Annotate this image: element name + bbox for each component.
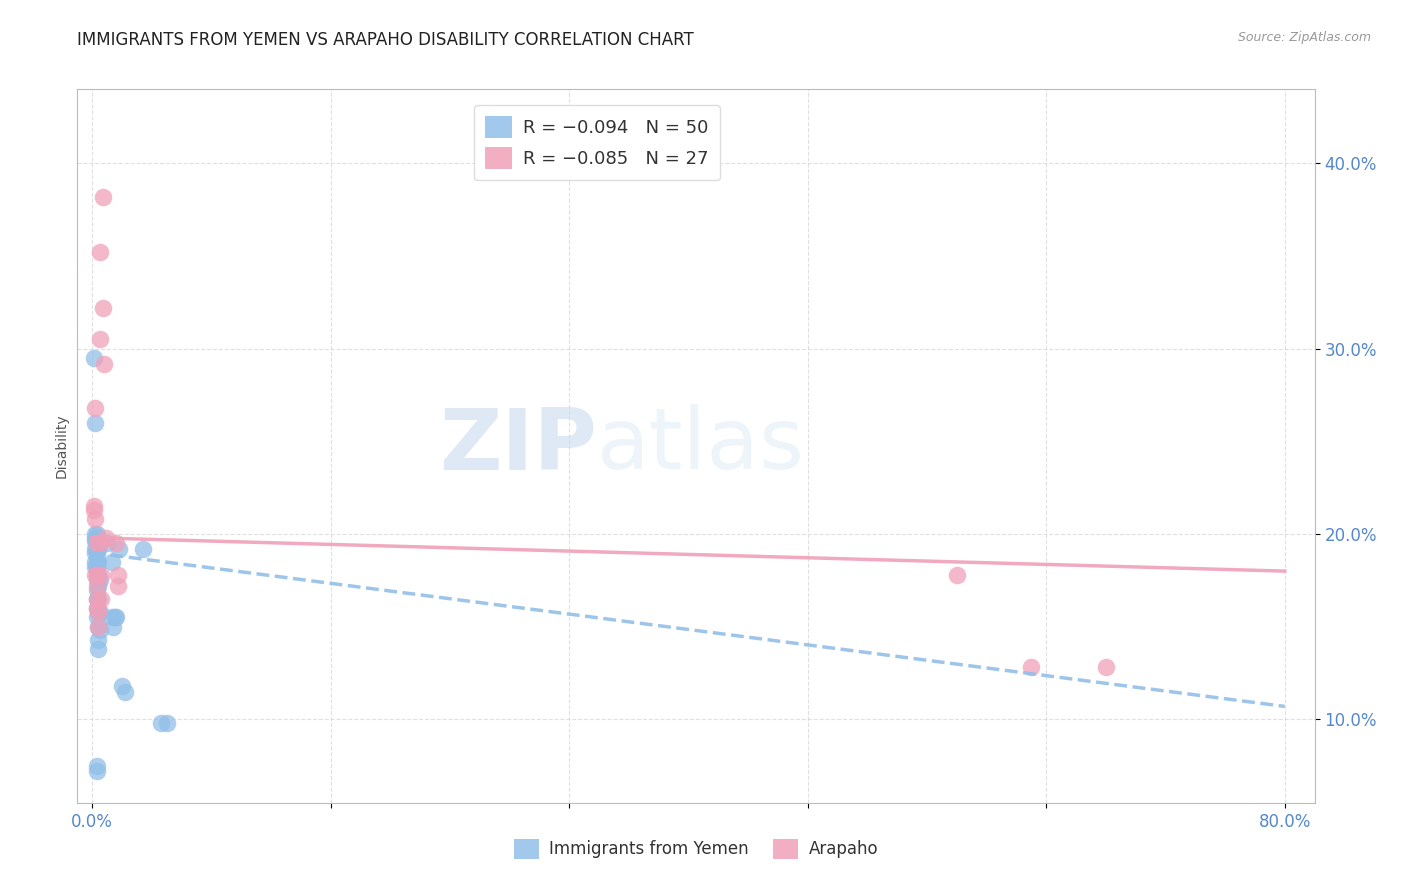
Point	[86, 541, 108, 556]
Y-axis label: Disability: Disability	[55, 414, 69, 478]
Point	[89, 245, 111, 260]
Text: Source: ZipAtlas.com: Source: ZipAtlas.com	[1237, 31, 1371, 45]
Point	[87, 605, 110, 619]
Point	[149, 716, 172, 731]
Point	[86, 764, 108, 779]
Text: IMMIGRANTS FROM YEMEN VS ARAPAHO DISABILITY CORRELATION CHART: IMMIGRANTS FROM YEMEN VS ARAPAHO DISABIL…	[77, 31, 695, 49]
Point	[83, 503, 105, 517]
Point	[946, 567, 969, 582]
Point	[87, 531, 110, 545]
Point	[86, 591, 108, 606]
Point	[87, 642, 110, 657]
Point	[87, 541, 110, 556]
Point	[84, 512, 107, 526]
Point	[94, 531, 117, 545]
Point	[93, 357, 115, 371]
Point	[87, 620, 110, 634]
Point	[87, 567, 110, 582]
Point	[104, 610, 127, 624]
Point	[90, 591, 112, 606]
Point	[84, 541, 107, 556]
Text: ZIP: ZIP	[439, 404, 598, 488]
Point	[84, 531, 107, 545]
Point	[86, 601, 108, 615]
Point	[86, 579, 108, 593]
Text: atlas: atlas	[598, 404, 806, 488]
Point	[89, 536, 111, 550]
Point	[86, 567, 108, 582]
Point	[91, 301, 114, 315]
Point	[100, 610, 122, 624]
Point	[108, 541, 131, 556]
Point	[96, 536, 118, 550]
Point	[1095, 660, 1118, 674]
Point	[86, 560, 108, 574]
Point	[89, 333, 111, 347]
Point	[89, 605, 111, 619]
Point	[86, 601, 108, 615]
Point	[89, 624, 111, 638]
Point	[86, 536, 108, 550]
Point	[86, 555, 108, 569]
Point	[87, 579, 110, 593]
Point	[111, 679, 134, 693]
Point	[86, 567, 108, 582]
Point	[84, 527, 107, 541]
Point	[86, 610, 108, 624]
Point	[87, 632, 110, 647]
Point	[84, 534, 107, 549]
Point	[101, 620, 124, 634]
Point	[86, 536, 108, 550]
Point	[156, 716, 179, 731]
Point	[84, 560, 107, 574]
Point	[87, 620, 110, 634]
Point	[89, 536, 111, 550]
Point	[91, 190, 114, 204]
Point	[83, 500, 105, 514]
Point	[114, 684, 136, 698]
Point	[87, 555, 110, 569]
Point	[105, 610, 128, 624]
Point	[90, 567, 112, 582]
Point	[89, 574, 111, 588]
Point	[107, 579, 129, 593]
Point	[132, 541, 155, 556]
Point	[86, 582, 108, 597]
Point	[1021, 660, 1043, 674]
Point	[86, 527, 108, 541]
Point	[86, 545, 108, 559]
Point	[87, 591, 110, 606]
Point	[84, 401, 107, 415]
Point	[86, 574, 108, 588]
Legend: Immigrants from Yemen, Arapaho: Immigrants from Yemen, Arapaho	[508, 832, 884, 866]
Point	[84, 545, 107, 559]
Point	[105, 536, 128, 550]
Point	[83, 351, 105, 365]
Point	[107, 567, 129, 582]
Point	[84, 555, 107, 569]
Point	[100, 555, 122, 569]
Point	[86, 533, 108, 547]
Point	[87, 605, 110, 619]
Point	[86, 591, 108, 606]
Point	[84, 567, 107, 582]
Point	[84, 416, 107, 430]
Point	[86, 758, 108, 772]
